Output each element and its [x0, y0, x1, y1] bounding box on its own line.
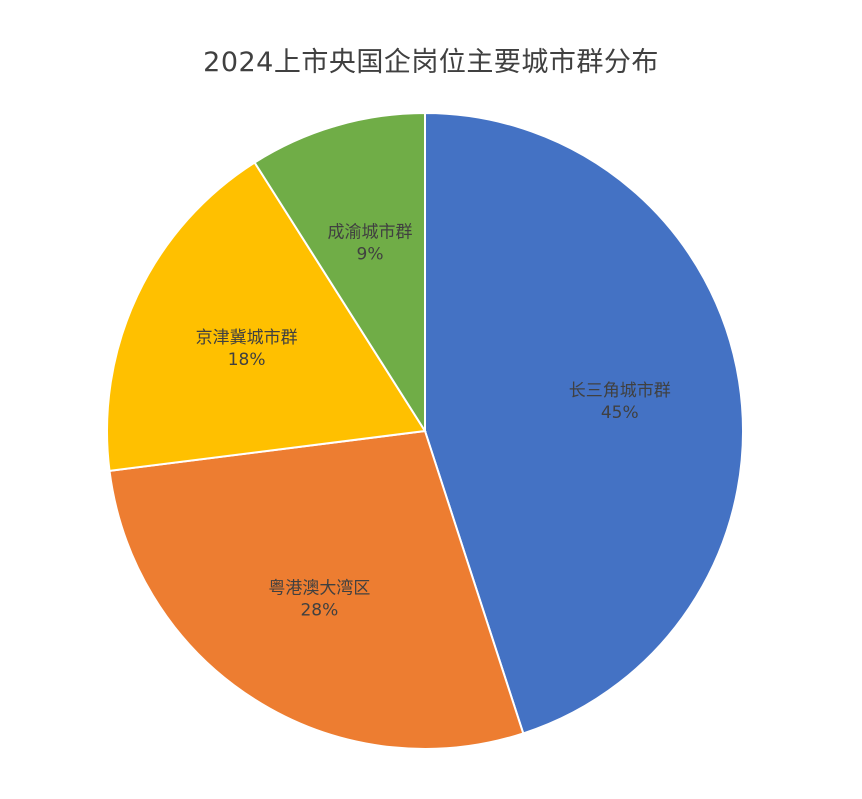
slice-value-label: 28% [300, 600, 338, 620]
pie-slice-2 [106, 161, 427, 472]
pie-slice-0 [424, 111, 744, 735]
slice-category-label: 成渝城市群 [327, 223, 412, 243]
slice-category-label: 粤港澳大湾区 [268, 578, 370, 598]
slice-value-label: 45% [601, 403, 639, 423]
slice-category-label: 长三角城市群 [569, 381, 671, 401]
pie-slice-1 [108, 429, 525, 750]
slice-category-label: 京津冀城市群 [196, 328, 298, 348]
pie-slice-3 [253, 111, 426, 435]
slice-value-label: 9% [357, 245, 384, 265]
chart-title: 2024上市央国企岗位主要城市群分布 [203, 47, 659, 78]
pie-slices [106, 111, 744, 750]
slice-value-label: 18% [228, 350, 266, 370]
